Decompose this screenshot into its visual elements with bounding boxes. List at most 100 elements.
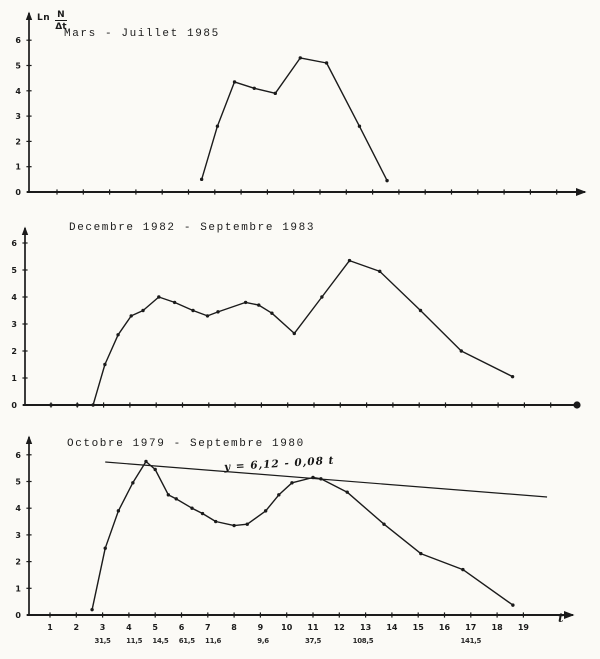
y-tick-label: 4 — [15, 504, 21, 513]
x-sub-label: 9,6 — [257, 637, 269, 645]
x-sub-label: 141,5 — [460, 637, 481, 645]
y-axis-label: Ln N Δt — [37, 10, 67, 32]
y-tick-label: 2 — [15, 137, 21, 146]
x-tick-label: 6 — [179, 623, 185, 632]
chart-1-curve — [201, 57, 388, 181]
data-point — [461, 567, 465, 572]
y-axis-label-numerator: N — [55, 10, 67, 21]
y-tick-label: 0 — [15, 188, 21, 197]
data-point — [75, 403, 80, 407]
data-point — [172, 300, 177, 305]
data-point — [511, 603, 515, 607]
data-point — [232, 80, 237, 84]
x-axis-end-dot — [573, 401, 581, 409]
data-point — [324, 61, 329, 65]
x-tick-label: 14 — [386, 623, 398, 632]
x-axis-t-label: t — [558, 611, 564, 625]
data-point — [459, 349, 463, 353]
y-axis-arrow-icon — [25, 435, 33, 444]
data-point — [243, 300, 248, 305]
y-axis-label-prefix: Ln — [37, 13, 51, 23]
chart-2-curve — [51, 259, 513, 406]
x-tick-label: 3 — [100, 623, 106, 632]
x-sub-label: 108,5 — [353, 637, 374, 645]
data-point — [419, 551, 423, 556]
data-point — [166, 493, 171, 497]
data-point — [49, 403, 53, 407]
data-point — [292, 331, 296, 336]
regression-line — [105, 461, 548, 498]
data-point — [232, 523, 236, 528]
y-tick-label: 5 — [15, 62, 21, 71]
data-point — [273, 91, 277, 96]
y-tick-label: 4 — [11, 293, 17, 302]
y-tick-label: 0 — [15, 611, 21, 620]
data-point — [257, 303, 261, 307]
data-point — [345, 490, 349, 494]
data-point — [418, 308, 423, 313]
y-tick-label: 0 — [11, 401, 17, 410]
y-tick-label: 2 — [11, 347, 17, 356]
data-point — [311, 475, 315, 480]
x-sub-label: 11,5 — [126, 637, 143, 645]
data-point — [190, 506, 194, 510]
data-point — [141, 308, 145, 313]
chart-2: 0 1 2 3 4 5 6 — [11, 226, 581, 410]
x-sub-label: 37,5 — [305, 637, 322, 645]
y-tick-label: 2 — [15, 558, 21, 567]
data-point — [131, 481, 135, 485]
y-tick-label: 3 — [11, 320, 17, 329]
x-tick-label: 13 — [360, 623, 371, 632]
x-tick-label: 12 — [334, 623, 345, 632]
x-sub-label: 14,5 — [152, 637, 169, 645]
data-point — [191, 308, 195, 313]
chart2-title: Decembre 1982 - Septembre 1983 — [69, 222, 316, 234]
data-point — [129, 314, 133, 318]
y-tick-label: 6 — [15, 36, 21, 45]
y-tick-label: 1 — [15, 163, 21, 172]
x-sub-label: 61,5 — [179, 637, 196, 645]
x-tick-label: 2 — [74, 623, 80, 632]
x-tick-label: 17 — [465, 623, 476, 632]
data-point — [116, 333, 120, 337]
x-tick-label: 11 — [307, 623, 319, 632]
data-point — [116, 509, 121, 513]
data-point — [216, 310, 220, 314]
data-point — [382, 522, 386, 526]
x-tick-label: 5 — [152, 623, 158, 632]
data-point — [320, 295, 324, 299]
data-point — [347, 258, 352, 263]
x-tick-label: 18 — [492, 623, 504, 632]
x-tick-label: 8 — [231, 623, 237, 632]
data-point — [298, 56, 302, 60]
x-tick-label: 10 — [281, 623, 293, 632]
y-tick-label: 1 — [15, 584, 21, 593]
x-tick-label: 15 — [413, 623, 425, 632]
x-sub-label: 31,5 — [95, 637, 112, 645]
y-axis-label-fraction: N Δt — [55, 10, 67, 32]
y-tick-label: 3 — [15, 531, 21, 540]
data-point — [378, 269, 382, 274]
data-point — [290, 481, 294, 485]
data-point — [144, 459, 148, 464]
y-axis-arrow-icon — [25, 11, 33, 20]
x-tick-label: 9 — [258, 623, 264, 632]
data-point — [270, 311, 274, 315]
data-point — [277, 493, 281, 497]
y-tick-label: 5 — [11, 266, 17, 275]
chart-3-curve — [91, 460, 514, 610]
chart1-title: Mars - Juillet 1985 — [64, 28, 220, 40]
data-point — [205, 314, 210, 318]
data-point — [103, 362, 107, 367]
data-point — [215, 124, 220, 128]
data-point — [357, 124, 362, 128]
chart3-title: Octobre 1979 - Septembre 1980 — [67, 438, 305, 450]
data-point — [252, 86, 256, 90]
x-sub-label: 11,6 — [205, 637, 222, 645]
data-point — [200, 511, 205, 516]
data-point — [213, 519, 218, 524]
data-point — [90, 607, 94, 612]
y-tick-label: 3 — [15, 112, 21, 121]
